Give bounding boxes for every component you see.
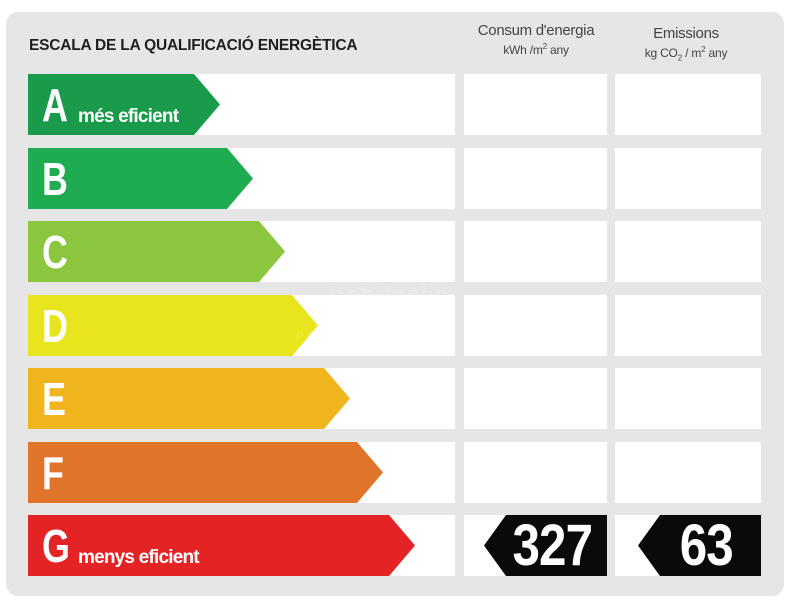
consumption-cell xyxy=(464,221,607,282)
emissions-value-badge: 63 xyxy=(638,513,761,578)
rating-letter: F xyxy=(42,447,64,499)
consumption-cell xyxy=(464,74,607,135)
rating-letter: B xyxy=(42,153,68,205)
rating-arrow-d: D xyxy=(28,295,318,356)
consumption-unit: kWh /m2 any xyxy=(503,42,569,57)
emissions-unit: kg CO2 / m2 any xyxy=(644,45,728,63)
consumption-label: Consum d'energia xyxy=(477,22,595,39)
page-title: ESCALA DE LA QUALIFICACIÓ ENERGÈTICA xyxy=(29,37,358,54)
emissions-cell xyxy=(615,368,761,429)
consumption-cell xyxy=(464,368,607,429)
value-badge-shape xyxy=(638,515,761,576)
emissions-label: Emissions xyxy=(653,25,719,42)
consumption-cell xyxy=(464,295,607,356)
rating-arrow-shape xyxy=(28,148,253,209)
emissions-header: Emissions kg CO2 / m2 any xyxy=(612,25,760,62)
rating-description: més eficient xyxy=(78,106,179,127)
rating-letter: G xyxy=(42,520,70,572)
emissions-cell xyxy=(615,74,761,135)
emissions-value-badge-text: 63 xyxy=(679,513,734,578)
rating-arrow-shape xyxy=(28,295,318,356)
value-badge-shape xyxy=(484,515,607,576)
rating-arrow-shape xyxy=(28,368,350,429)
rating-letter: D xyxy=(42,300,68,352)
emissions-cell xyxy=(615,148,761,209)
consumption-value-badge-text: 327 xyxy=(512,513,593,578)
rating-letter: A xyxy=(42,79,68,131)
rating-arrow-c: C xyxy=(28,221,285,282)
rating-arrow-shape xyxy=(28,221,285,282)
rating-letter: E xyxy=(42,373,66,425)
rating-arrow-f: F xyxy=(28,442,383,503)
emissions-cell xyxy=(615,442,761,503)
consumption-cell xyxy=(464,442,607,503)
consumption-cell xyxy=(464,148,607,209)
consumption-header: Consum d'energia kWh /m2 any xyxy=(462,22,610,57)
emissions-cell xyxy=(615,295,761,356)
rating-arrow-b: B xyxy=(28,148,253,209)
rating-description: menys eficient xyxy=(78,547,200,568)
rating-arrow-e: E xyxy=(28,368,350,429)
rating-letter: C xyxy=(42,226,68,278)
rating-arrow-shape xyxy=(28,74,220,135)
emissions-cell xyxy=(615,221,761,282)
rating-arrow-shape xyxy=(28,442,383,503)
consumption-value-badge: 327 xyxy=(484,513,607,578)
rating-arrow-shape xyxy=(28,515,415,576)
